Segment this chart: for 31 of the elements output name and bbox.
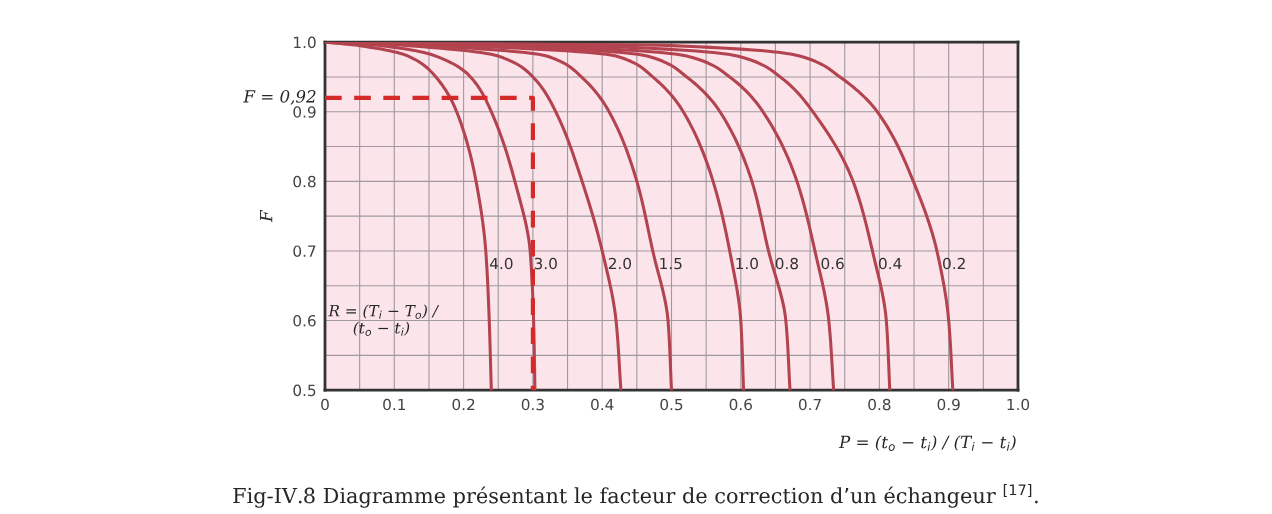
x-tick-label: 0.5: [660, 398, 683, 411]
x-tick-label: 0.9: [937, 398, 960, 411]
annotation: F = 0,92: [243, 90, 316, 105]
y-tick-label: 0.7: [293, 245, 316, 257]
x-tick-label: 0.6: [729, 398, 752, 411]
series-label: 0.8: [775, 257, 798, 270]
y-tick-label: 0.5: [293, 384, 316, 397]
x-tick-label: 0: [321, 398, 329, 411]
series-label: 1.0: [736, 257, 758, 270]
text: P = (t$_{o}$ − t$_{i}$) / (T$_{i}$ − t$_{i}$): [838, 435, 1016, 451]
series-label: 0.2: [943, 257, 965, 270]
x-tick-label: 1.0: [1007, 398, 1030, 411]
series-label: 0.4: [879, 257, 902, 270]
text: R = (T$_{i}$ − T$_{o}$) / (t$_{o}$ − t$_{i}$): [328, 304, 440, 336]
series-label: 3.0: [534, 257, 557, 270]
x-tick-label: 0.2: [452, 398, 475, 411]
x-tick-label: 0.4: [591, 398, 614, 411]
y-tick-label: 0.9: [293, 106, 316, 118]
y-axis-title: F: [260, 209, 273, 223]
x-tick-label: 0.8: [868, 398, 891, 411]
x-tick-label: 0.1: [383, 398, 406, 411]
series-label: 1.5: [660, 257, 682, 270]
y-tick-label: 0.6: [293, 315, 316, 327]
y-tick-label: 0.8: [293, 175, 316, 188]
series-label: 4.0: [489, 257, 513, 270]
x-tick-label: 0.7: [798, 398, 821, 411]
y-tick-label: 1.0: [294, 36, 316, 49]
series-label: 2.0: [608, 257, 632, 270]
text: Fig-IV.8 Diagramme présentant le facteur de correction d’un échangeur $^{[17]}$.: [233, 484, 1038, 508]
series-label: 0.6: [821, 257, 844, 270]
x-tick-label: 0.3: [521, 398, 544, 411]
